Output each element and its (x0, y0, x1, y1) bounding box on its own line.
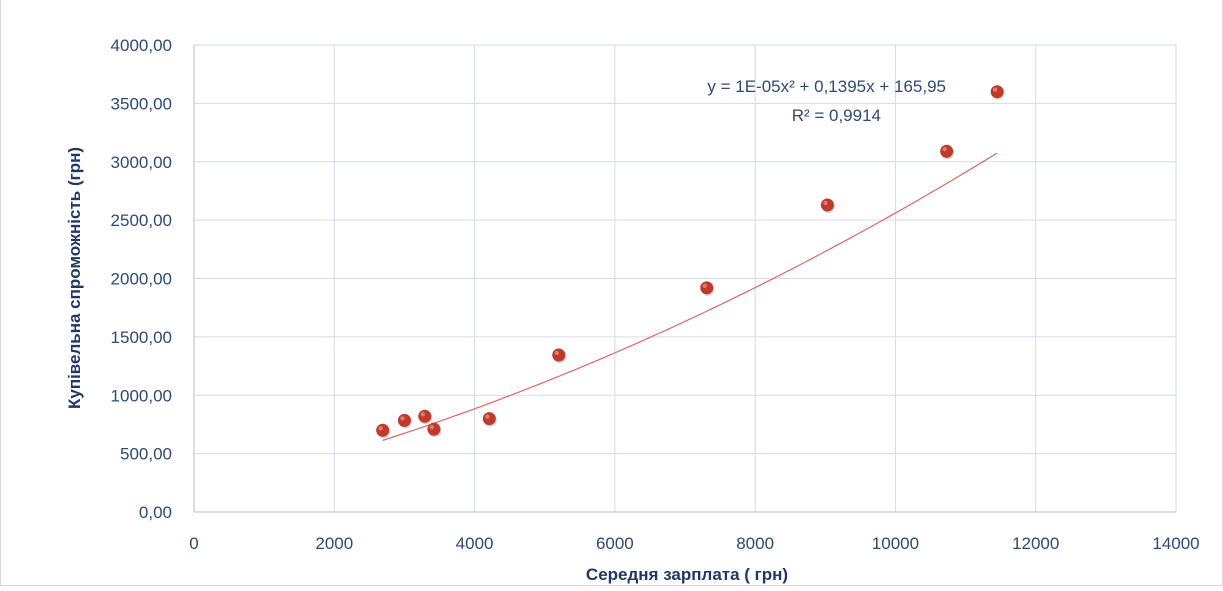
tick-labels: 0,00 500,00 1000,00 1500,00 2000,00 2500,00 30… (111, 36, 1200, 553)
x-tick-label: 6000 (596, 534, 634, 553)
data-point-highlight (420, 412, 425, 417)
data-point-highlight (992, 87, 998, 92)
x-tick-label: 0 (189, 534, 198, 553)
y-tick-label: 3000,00 (111, 153, 172, 172)
x-tick-label: 2000 (315, 534, 353, 553)
y-tick-label: 1500,00 (111, 328, 172, 347)
data-point (820, 198, 834, 212)
data-points (376, 85, 1005, 439)
data-point (376, 423, 390, 437)
data-point-highlight (485, 414, 490, 419)
data-point (418, 409, 432, 423)
data-point-highlight (942, 147, 947, 152)
y-tick-label: 1000,00 (111, 386, 172, 405)
axes (193, 45, 1176, 513)
y-tick-label: 4000,00 (111, 36, 172, 55)
data-point (940, 144, 954, 158)
x-tick-label: 4000 (456, 534, 494, 553)
data-point-highlight (702, 283, 707, 289)
data-point-highlight (554, 350, 559, 356)
y-tick-label: 0,00 (139, 503, 172, 522)
x-tick-label: 14000 (1152, 534, 1199, 553)
trendline (382, 152, 998, 441)
y-tick-label: 2000,00 (111, 270, 172, 289)
x-tick-label: 10000 (872, 534, 919, 553)
trendline-equation: y = 1E-05x² + 0,1395x + 165,95 (707, 77, 946, 96)
data-point (700, 281, 714, 295)
data-point (482, 412, 496, 426)
grid-lines (194, 44, 1177, 512)
data-point (397, 413, 411, 427)
x-tick-label: 12000 (1012, 534, 1059, 553)
data-point (990, 85, 1004, 99)
data-point-highlight (378, 426, 383, 431)
x-axis-title: Середня зарплата ( грн) (586, 565, 788, 584)
y-tick-label: 3500,00 (111, 94, 172, 113)
x-tick-label: 8000 (736, 534, 774, 553)
data-point-highlight (429, 424, 435, 430)
y-axis-title: Купівельна спроможність (грн) (65, 147, 84, 409)
r-squared-label: R² = 0,9914 (792, 106, 881, 125)
y-tick-label: 2500,00 (111, 211, 172, 230)
data-point-highlight (823, 200, 828, 206)
y-tick-label: 500,00 (120, 445, 172, 464)
data-point (427, 422, 441, 436)
data-point (552, 348, 566, 362)
data-point-highlight (400, 416, 405, 421)
